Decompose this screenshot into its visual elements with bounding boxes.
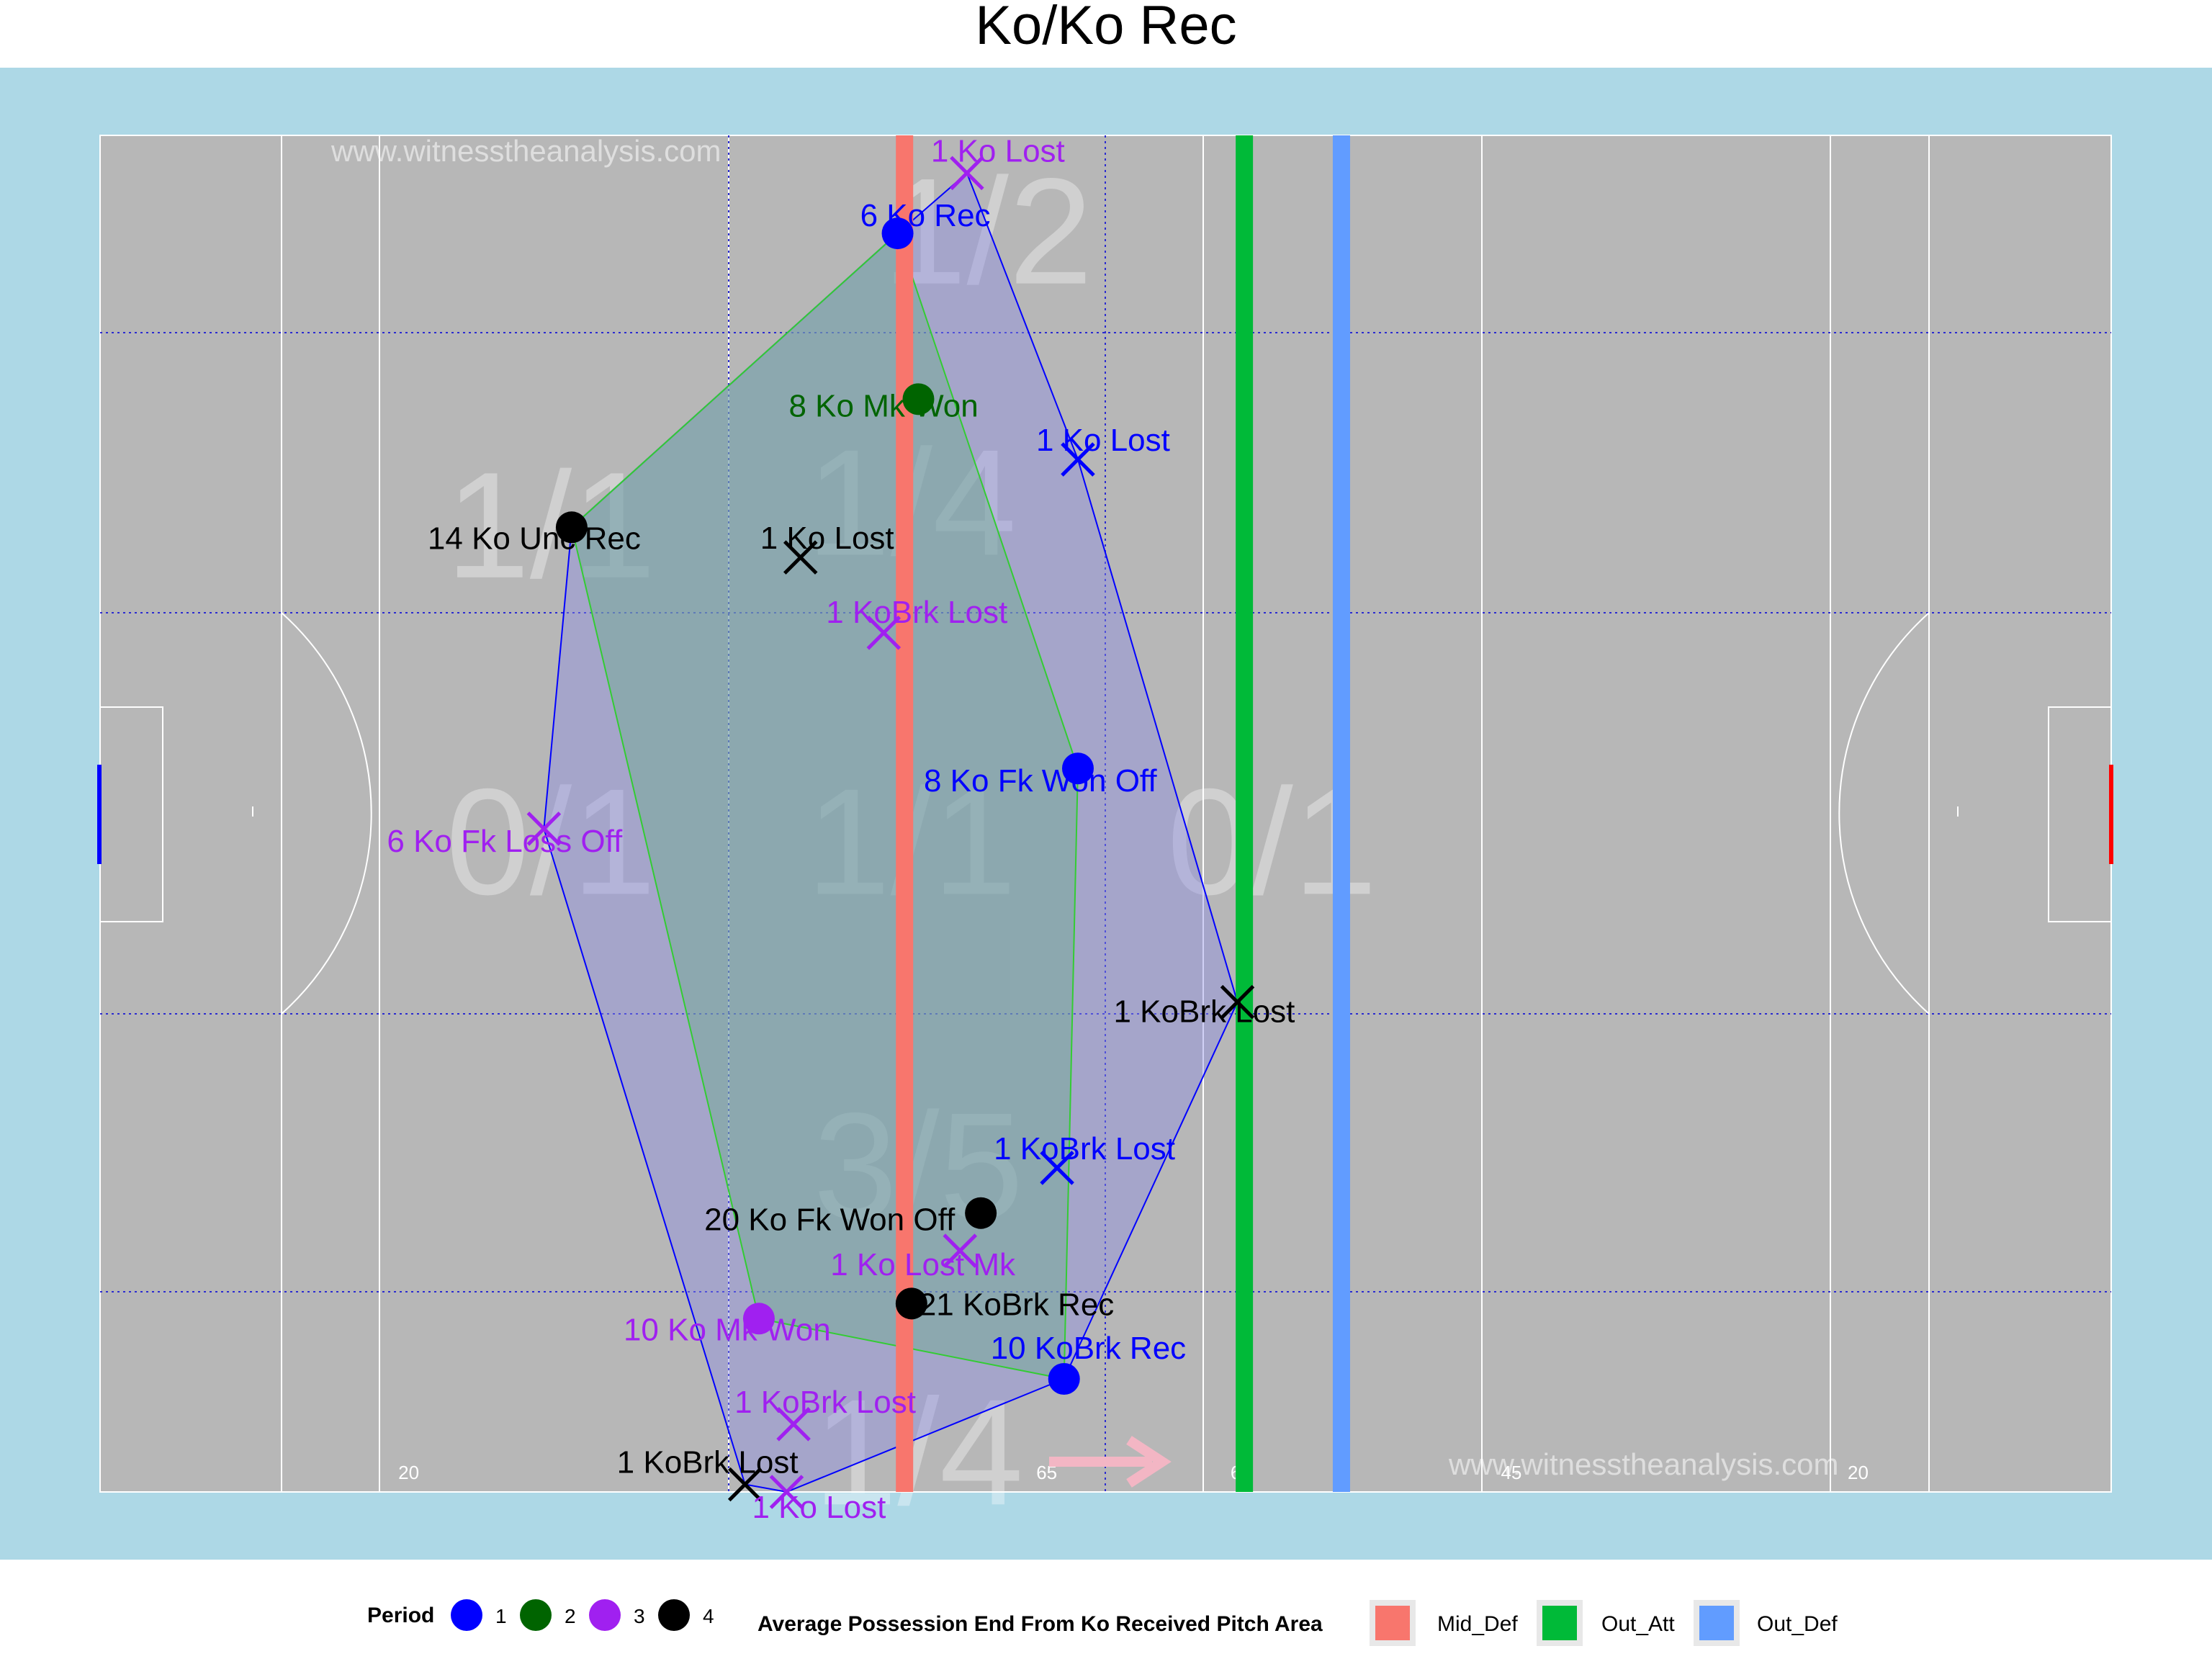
point-label: 1 KoBrk Lost xyxy=(617,1445,799,1480)
legend-period-4: 4 xyxy=(658,1599,714,1631)
point-label: 1 KoBrk Lost xyxy=(826,595,1007,630)
point-marker xyxy=(555,511,588,544)
data-point-period-3 xyxy=(526,811,562,846)
data-point-period-4 xyxy=(1220,984,1255,1020)
point-marker xyxy=(769,1475,804,1509)
svg-text:3: 3 xyxy=(634,1605,645,1627)
point-label: 1 Ko Lost xyxy=(1036,423,1170,458)
data-point-period-3 xyxy=(950,156,984,191)
point-label: 1 Ko Lost xyxy=(760,521,894,556)
legend: Period 1 2 3 4 Average Possession End Fr… xyxy=(367,1599,1838,1646)
point-marker xyxy=(1220,984,1255,1020)
point-label: 1 Ko Lost Mk xyxy=(830,1247,1016,1282)
point-marker xyxy=(866,616,902,650)
avg-line-out-def xyxy=(1332,135,1350,1492)
svg-text:Mid_Def: Mid_Def xyxy=(1437,1612,1518,1636)
point-label: 1 KoBrk Lost xyxy=(734,1385,916,1420)
data-point-period-1 xyxy=(1061,752,1094,785)
point-label: 20 Ko Fk Won Off xyxy=(704,1202,956,1238)
direction-arrow-head xyxy=(1126,1436,1172,1488)
pitch-distance-label: 20 xyxy=(1848,1462,1869,1483)
point-label: 8 Ko Fk Won Off xyxy=(924,763,1157,799)
data-point-period-4 xyxy=(895,1287,927,1320)
data-point-period-3 xyxy=(943,1233,978,1268)
point-marker xyxy=(965,1197,997,1229)
zone-ratio-label: 1/4 xyxy=(813,1367,1023,1537)
point-label: 14 Ko Unc Rec xyxy=(428,521,641,556)
point-marker xyxy=(783,540,818,575)
goal-left xyxy=(97,765,102,864)
pitch-distance-label: 45 xyxy=(1501,1462,1521,1483)
svg-text:2: 2 xyxy=(565,1605,576,1627)
svg-text:Out_Def: Out_Def xyxy=(1757,1612,1838,1636)
arc-right xyxy=(1838,612,1930,1015)
point-marker xyxy=(727,1467,763,1502)
data-point-period-3 xyxy=(776,1407,811,1442)
point-label: 1 Ko Lost xyxy=(931,133,1065,168)
pitch-distance-label: 20 xyxy=(398,1462,419,1483)
point-label: 21 KoBrk Rec xyxy=(919,1287,1114,1322)
svg-text:1: 1 xyxy=(495,1605,507,1627)
point-label: 1 Ko Lost xyxy=(752,1490,886,1525)
point-marker xyxy=(895,1287,927,1320)
point-marker xyxy=(776,1407,811,1442)
point-marker xyxy=(950,156,984,191)
svg-text:4: 4 xyxy=(703,1605,714,1627)
data-point-period-1 xyxy=(881,217,914,250)
point-marker xyxy=(742,1303,775,1335)
avg-line-out-att xyxy=(1236,135,1254,1492)
legend-period-3: 3 xyxy=(589,1599,645,1631)
legend-period-2: 2 xyxy=(520,1599,576,1631)
point-marker xyxy=(881,217,914,250)
data-point-period-1 xyxy=(1040,1151,1074,1185)
legend-out-att: Out_Att xyxy=(1537,1600,1675,1646)
data-point-period-4 xyxy=(783,540,818,575)
svg-text:Out_Att: Out_Att xyxy=(1601,1612,1675,1636)
data-point-period-3 xyxy=(769,1475,804,1509)
data-point-period-3 xyxy=(866,616,902,650)
point-label: 10 KoBrk Rec xyxy=(991,1331,1186,1366)
data-point-period-2 xyxy=(902,383,935,415)
watermark: www.witnesstheanalysis.com xyxy=(331,134,721,168)
legend-period-1: 1 xyxy=(451,1599,507,1631)
data-point-period-4 xyxy=(965,1197,997,1229)
point-marker xyxy=(1040,1151,1074,1185)
data-point-period-4 xyxy=(727,1467,763,1502)
point-label: 10 Ko Mk Won xyxy=(624,1312,831,1347)
zone-ratio-label: 1/2 xyxy=(883,147,1093,316)
watermark: www.witnesstheanalysis.com xyxy=(1448,1447,1839,1481)
point-marker xyxy=(526,811,562,846)
point-marker xyxy=(902,383,935,415)
point-marker xyxy=(1048,1363,1080,1395)
avg-line-mid-def xyxy=(896,135,914,1492)
chart-title: Ko/Ko Rec xyxy=(975,0,1237,56)
point-marker xyxy=(1061,752,1094,785)
data-point-period-1 xyxy=(1061,442,1095,477)
hull-received-possessions xyxy=(570,232,1079,1380)
point-label: 8 Ko Mk Won xyxy=(788,388,978,423)
legend-mid-def: Mid_Def xyxy=(1370,1600,1518,1646)
data-point-period-1 xyxy=(1048,1363,1080,1395)
zone-ratio-label: 0/1 xyxy=(446,757,656,926)
arc-left xyxy=(281,612,372,1015)
point-label: 1 KoBrk Lost xyxy=(1113,994,1295,1030)
point-marker xyxy=(943,1233,978,1268)
legend-out-def: Out_Def xyxy=(1694,1600,1838,1646)
data-point-period-3 xyxy=(742,1303,775,1335)
pitch-chart: 2065654520 1/21/11/40/11/10/13/51/4 1 Ko… xyxy=(0,68,2212,1560)
point-label: 1 KoBrk Lost xyxy=(994,1131,1175,1166)
data-point-period-4 xyxy=(555,511,588,544)
goal-right xyxy=(2109,765,2113,864)
point-label: 6 Ko Rec xyxy=(860,198,991,233)
point-label: 6 Ko Fk Loss Off xyxy=(387,824,623,859)
legend-avg-title: Average Possession End From Ko Received … xyxy=(757,1612,1323,1636)
legend-period-title: Period xyxy=(367,1604,434,1627)
zone-ratio-label: 1/1 xyxy=(446,441,656,610)
point-marker xyxy=(1061,442,1095,477)
